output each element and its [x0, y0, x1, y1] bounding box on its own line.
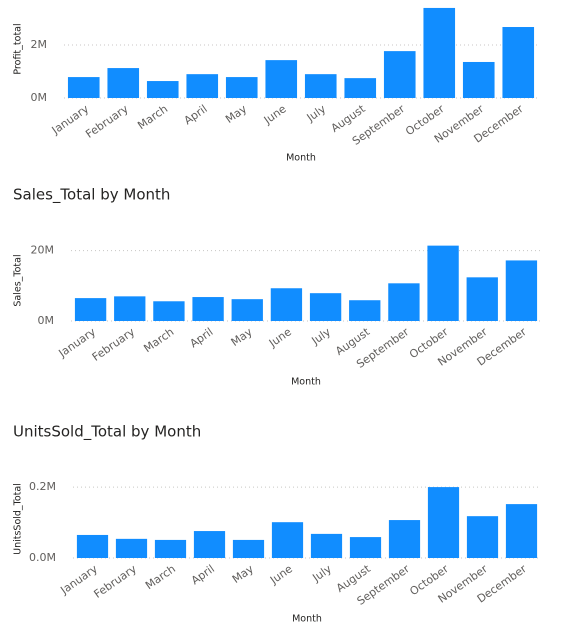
bar [388, 520, 421, 558]
x-tick-label: May [230, 562, 256, 586]
bar [265, 60, 298, 98]
x-tick-label: March [141, 325, 176, 355]
y-tick-label: 0.0M [29, 551, 56, 564]
bar [232, 539, 265, 558]
x-tick-label: May [223, 102, 249, 126]
bar [466, 516, 499, 558]
bar [225, 77, 258, 98]
bar [466, 277, 498, 321]
bar [427, 245, 459, 321]
bar [146, 81, 179, 98]
x-tick-label: February [83, 102, 131, 141]
x-tick-label: April [187, 325, 215, 350]
bar [114, 296, 146, 321]
bar [309, 293, 342, 321]
bar [462, 61, 495, 98]
bar [192, 297, 224, 321]
x-axis-title: Month [291, 377, 321, 388]
y-axis-title: UnitsSold_Total [13, 483, 24, 555]
y-tick-label: 0M [38, 314, 55, 327]
bar [153, 301, 185, 321]
chart-title: UnitsSold_Total by Month [13, 423, 201, 442]
x-tick-label: February [92, 562, 140, 601]
y-tick-label: 20M [31, 244, 55, 257]
bar [76, 534, 109, 558]
bar [310, 533, 343, 558]
bar [349, 537, 382, 558]
bar [349, 300, 381, 321]
x-tick-label: March [135, 102, 170, 132]
x-tick-label: June [266, 325, 294, 350]
bar [231, 299, 263, 321]
x-tick-label: May [229, 325, 255, 349]
y-axis-title: Sales_Total [13, 254, 24, 306]
bar [423, 7, 456, 98]
bar [505, 504, 538, 558]
bar [271, 522, 304, 558]
x-tick-label: July [304, 102, 329, 125]
bar [74, 298, 107, 321]
x-tick-label: July [309, 562, 334, 585]
y-axis-title: Profit_total [13, 23, 24, 74]
x-tick-label: February [90, 325, 138, 364]
chart-title: Sales_Total by Month [13, 186, 170, 205]
bar [115, 538, 148, 558]
bar [502, 27, 535, 98]
x-tick-label: July [309, 325, 334, 348]
x-tick-label: March [143, 562, 178, 592]
x-axis-title: Month [286, 153, 316, 164]
bar [505, 260, 538, 321]
bar [67, 77, 100, 98]
x-axis-title: Month [292, 614, 322, 625]
y-tick-label: 0M [31, 91, 48, 104]
y-tick-label: 2M [31, 38, 48, 51]
bar [304, 74, 337, 98]
bar [154, 539, 187, 558]
bar [107, 68, 140, 98]
y-tick-label: 0.2M [29, 480, 56, 493]
x-tick-label: June [261, 102, 289, 127]
bar [193, 531, 226, 558]
x-tick-label: April [182, 102, 210, 127]
x-tick-label: April [189, 562, 217, 587]
bar [427, 487, 460, 558]
bar [344, 78, 377, 98]
bar [186, 74, 219, 98]
bar [270, 288, 303, 321]
x-tick-label: June [267, 562, 295, 587]
bar [388, 283, 420, 321]
bar [383, 51, 416, 98]
